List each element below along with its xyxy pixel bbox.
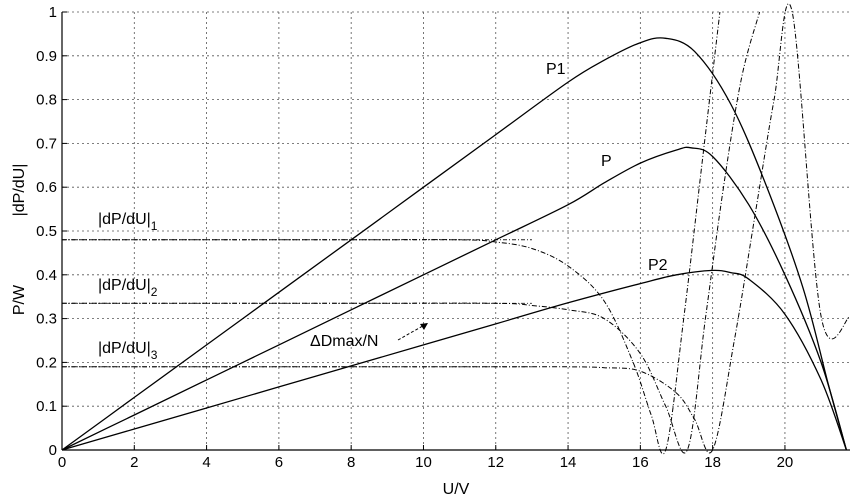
label-dpdu-2-base: |dP/dU| [98,277,151,294]
label-delta-dmax: ΔDmax/N [310,333,378,350]
x-tick-label: 10 [415,454,432,471]
series-line-p2 [61,269,848,451]
x-axis-label: U/V [443,481,470,496]
series-line-dpdu2 [61,11,761,454]
y-tick-labels: 0 0.1 0.2 0.3 0.4 0.5 0.6 0.7 0.8 0.9 1 [36,4,67,459]
y-tick-label: 0.6 [36,179,57,196]
label-dpdu-2: |dP/dU|2 [98,277,158,299]
series-line-p1 [61,37,848,451]
series-layer [61,3,851,455]
y-tick-label: 0.4 [36,267,57,284]
label-dpdu-3-base: |dP/dU| [98,340,151,357]
y-tick-label: 0 [49,442,57,459]
label-dpdu-1-sub: 1 [151,219,158,233]
label-p2: P2 [648,257,668,274]
label-dpdu-3-sub: 3 [151,348,158,362]
y-tick-label: 0.8 [36,92,57,109]
series-line-dpdu3 [62,3,851,454]
delta-arrowhead [420,323,428,330]
label-dpdu-3: |dP/dU|3 [98,340,158,362]
x-tick-label: 14 [560,454,577,471]
x-tick-label: 6 [275,454,283,471]
y-tick-label: 0.7 [36,135,57,152]
y-tick-label: 0.5 [36,223,57,240]
y-axis-label-derivative: |dP/dU| [11,164,28,217]
y-tick-label: 0.2 [36,354,57,371]
x-tick-label: 8 [347,454,355,471]
y-tick-label: 0.1 [36,398,57,415]
y-tick-label: 0.9 [36,48,57,65]
label-p: P [601,153,612,170]
label-dpdu-2-sub: 2 [151,285,158,299]
label-dpdu-1: |dP/dU|1 [98,211,158,233]
x-tick-label: 16 [632,454,649,471]
y-axis-label-power: P/W [11,284,28,315]
label-p1: P1 [546,61,566,78]
y-tick-label: 0.3 [36,311,57,328]
series-line-dpdu1 [62,11,721,455]
y-tick-label: 1 [49,4,57,21]
grid-layer [62,11,850,450]
x-tick-label: 12 [487,454,504,471]
series-line-p [61,146,848,451]
x-tick-label: 2 [130,454,138,471]
x-tick-label: 0 [58,454,66,471]
x-tick-label: 20 [777,454,794,471]
delta-arrow [397,322,429,341]
x-tick-labels: 0 2 4 6 8 10 12 14 16 18 20 [58,445,793,471]
x-tick-label: 18 [704,454,721,471]
label-dpdu-1-base: |dP/dU| [98,211,151,228]
x-tick-label: 4 [202,454,210,471]
